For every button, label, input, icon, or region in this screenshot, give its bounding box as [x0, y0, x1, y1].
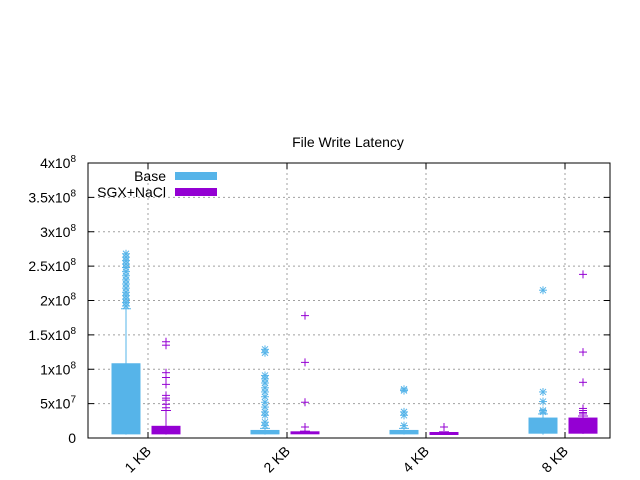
legend-swatch — [175, 172, 217, 180]
outlier-point — [261, 418, 269, 427]
outlier-point — [539, 406, 547, 415]
y-tick-label: 2x108 — [40, 292, 76, 309]
series-base — [111, 249, 558, 435]
box — [250, 345, 280, 435]
legend-label: Base — [134, 168, 166, 184]
outlier-point — [579, 378, 587, 387]
outlier-point — [261, 371, 269, 380]
outlier-point — [400, 385, 408, 394]
outlier-point — [301, 311, 309, 320]
x-tick-label: 4 KB — [399, 443, 432, 476]
x-tick-label: 1 KB — [121, 443, 154, 476]
legend-swatch — [175, 188, 217, 196]
outlier-point — [162, 337, 170, 346]
outlier-point — [162, 368, 170, 377]
series — [111, 249, 598, 435]
y-tick-label: 2.5x108 — [28, 257, 76, 274]
outlier-point — [539, 286, 547, 295]
plot-frame — [87, 162, 611, 439]
y-tick-label: 1x108 — [40, 360, 76, 377]
outlier-point — [539, 397, 547, 406]
outlier-point — [400, 407, 408, 416]
grid — [88, 163, 610, 438]
box-body — [111, 363, 141, 435]
y-tick-label: 0 — [68, 430, 76, 446]
series-sgx-nacl — [151, 270, 598, 435]
y-tick-label: 1.5x108 — [28, 326, 76, 343]
outlier-point — [162, 380, 170, 389]
box — [429, 423, 459, 435]
y-tick-label: 3.5x108 — [28, 188, 76, 205]
box — [528, 286, 558, 435]
outlier-point — [301, 358, 309, 367]
outlier-point — [440, 423, 448, 431]
box-body — [151, 425, 181, 435]
outlier-point — [579, 348, 587, 357]
chart-title: File Write Latency — [292, 134, 404, 150]
outlier-point — [261, 398, 269, 407]
box — [568, 270, 598, 434]
box — [111, 249, 141, 435]
box — [290, 311, 320, 435]
x-tick-label: 8 KB — [538, 443, 571, 476]
y-tick-label: 5x107 — [40, 395, 76, 412]
y-tick-label: 4x108 — [40, 154, 76, 171]
outlier-point — [579, 270, 587, 279]
box — [389, 385, 419, 435]
legend-label: SGX+NaCl — [97, 184, 166, 200]
outlier-point — [301, 398, 309, 407]
box — [151, 337, 181, 435]
outlier-point — [261, 345, 269, 354]
outlier-point — [122, 249, 130, 258]
box-body — [568, 417, 598, 434]
outlier-point — [539, 387, 547, 396]
x-tick-label: 2 KB — [260, 443, 293, 476]
y-tick-label: 3x108 — [40, 223, 76, 240]
x-axis: 1 KB 2 KB 4 KB 8 KB — [121, 163, 571, 476]
outlier-point — [261, 407, 269, 416]
outlier-point — [162, 391, 170, 400]
outlier-point — [400, 421, 408, 430]
outlier-point — [301, 423, 309, 431]
y-axis: 0 5x107 1x108 1.5x108 2x108 2.5x108 3x108 3.5x1… — [28, 154, 610, 446]
outlier-point — [261, 392, 269, 401]
box-body — [528, 417, 558, 434]
outlier-point — [579, 404, 587, 413]
